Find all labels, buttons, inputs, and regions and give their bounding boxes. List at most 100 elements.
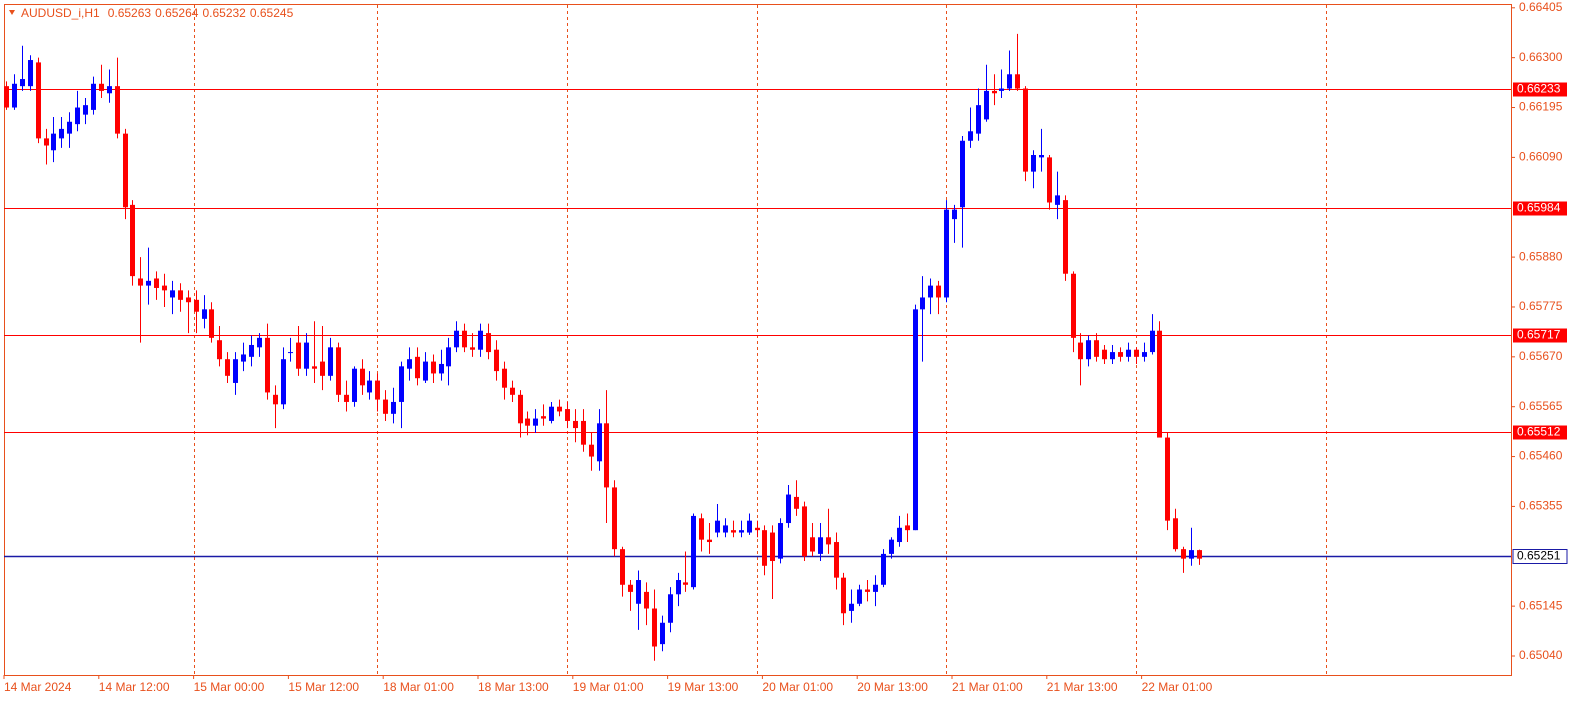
candle-body bbox=[992, 90, 997, 94]
candle-body bbox=[865, 589, 870, 592]
candle-body bbox=[360, 368, 365, 386]
candle-body bbox=[920, 297, 925, 310]
candle-body bbox=[225, 359, 230, 376]
candle-body bbox=[936, 285, 941, 298]
candle-body bbox=[288, 352, 293, 354]
candle-body bbox=[502, 368, 507, 388]
y-tick-label: 0.65355 bbox=[1519, 499, 1563, 513]
candle-body bbox=[431, 361, 436, 374]
level-label-bg bbox=[1513, 82, 1567, 97]
candle-body bbox=[976, 105, 981, 134]
candle-body bbox=[281, 359, 286, 405]
candle-body bbox=[273, 394, 278, 405]
candle-body bbox=[628, 584, 633, 592]
levels-layer bbox=[4, 89, 1511, 558]
candle-body bbox=[1197, 550, 1202, 559]
x-tick-label: 21 Mar 13:00 bbox=[1047, 680, 1118, 694]
x-tick-label: 14 Mar 12:00 bbox=[99, 680, 170, 694]
candle-body bbox=[636, 580, 641, 604]
candle-body bbox=[12, 83, 17, 108]
candle-body bbox=[367, 380, 372, 393]
candle-body bbox=[352, 368, 357, 402]
last-high: 0.65264 bbox=[155, 6, 199, 20]
candle-body bbox=[794, 496, 799, 509]
price-label: 0.65251 bbox=[1517, 549, 1561, 563]
candle-body bbox=[1157, 330, 1162, 438]
last-low: 0.65232 bbox=[202, 6, 246, 20]
x-tick-label: 14 Mar 2024 bbox=[4, 680, 72, 694]
candle-body bbox=[1078, 342, 1083, 360]
candle-body bbox=[1173, 518, 1178, 550]
level-label-bg bbox=[1513, 328, 1567, 343]
y-tick-label: 0.65460 bbox=[1519, 449, 1563, 463]
candle-body bbox=[265, 337, 270, 393]
plot-frame bbox=[4, 4, 1512, 676]
candle-body bbox=[557, 406, 562, 412]
candle-body bbox=[146, 280, 151, 286]
candle-body bbox=[51, 133, 56, 151]
candle-body bbox=[597, 423, 602, 462]
candle-body bbox=[913, 309, 918, 531]
y-tick-label: 0.66195 bbox=[1519, 100, 1563, 114]
candle-body bbox=[518, 394, 523, 424]
y-tick-label: 0.66300 bbox=[1519, 50, 1563, 64]
candle-body bbox=[44, 138, 49, 146]
candle-body bbox=[731, 530, 736, 533]
candle-body bbox=[755, 527, 760, 531]
candle-body bbox=[115, 86, 120, 134]
candle-body bbox=[257, 337, 262, 348]
candle-body bbox=[1165, 437, 1170, 521]
candle-body bbox=[107, 86, 112, 94]
candle-body bbox=[841, 577, 846, 614]
candle-body bbox=[747, 520, 752, 533]
y-tick-label: 0.65145 bbox=[1519, 598, 1563, 612]
candle-body bbox=[154, 278, 159, 288]
candle-body bbox=[336, 347, 341, 395]
candle-body bbox=[1094, 340, 1099, 357]
candle-body bbox=[739, 530, 744, 533]
candle-body bbox=[778, 523, 783, 559]
candle-body bbox=[620, 549, 625, 585]
symbol: AUDUSD_i,H1 bbox=[21, 6, 100, 20]
candle-body bbox=[470, 347, 475, 350]
candle-body bbox=[1134, 349, 1139, 357]
candle-body bbox=[715, 520, 720, 533]
candle-body bbox=[652, 608, 657, 647]
candle-body bbox=[423, 361, 428, 381]
candle-body bbox=[802, 506, 807, 557]
candle-body bbox=[810, 537, 815, 552]
x-tick-label: 18 Mar 01:00 bbox=[383, 680, 454, 694]
candle-body bbox=[1007, 74, 1012, 89]
candle-body bbox=[391, 401, 396, 414]
candle-body bbox=[415, 356, 420, 379]
candle-body bbox=[312, 366, 317, 369]
candle-body bbox=[533, 418, 538, 426]
y-tick-label: 0.65565 bbox=[1519, 399, 1563, 413]
level-label-bg bbox=[1513, 201, 1567, 216]
candle-body bbox=[99, 83, 104, 91]
price-label-bg bbox=[1512, 549, 1568, 564]
candle-body bbox=[691, 515, 696, 588]
candle-body bbox=[873, 584, 878, 592]
candle-body bbox=[304, 342, 309, 369]
last-open: 0.65263 bbox=[108, 6, 152, 20]
candle-body bbox=[91, 83, 96, 110]
candle-body bbox=[1142, 352, 1147, 357]
level-label: 0.65984 bbox=[1517, 201, 1561, 215]
candle-body bbox=[510, 387, 515, 395]
candle-body bbox=[36, 62, 41, 139]
level-label: 0.66233 bbox=[1517, 82, 1561, 96]
level-label: 0.65717 bbox=[1517, 328, 1561, 342]
candle-body bbox=[573, 420, 578, 429]
candle-body bbox=[968, 131, 973, 141]
candle-body bbox=[549, 406, 554, 421]
candle-body bbox=[952, 209, 957, 220]
candle-body bbox=[683, 582, 688, 585]
y-tick-label: 0.65880 bbox=[1519, 249, 1563, 263]
candle-body bbox=[217, 340, 222, 360]
candle-body bbox=[944, 209, 949, 298]
level-label-bg bbox=[1513, 425, 1567, 440]
candle-body bbox=[1102, 349, 1107, 360]
candle-body bbox=[1047, 157, 1052, 203]
